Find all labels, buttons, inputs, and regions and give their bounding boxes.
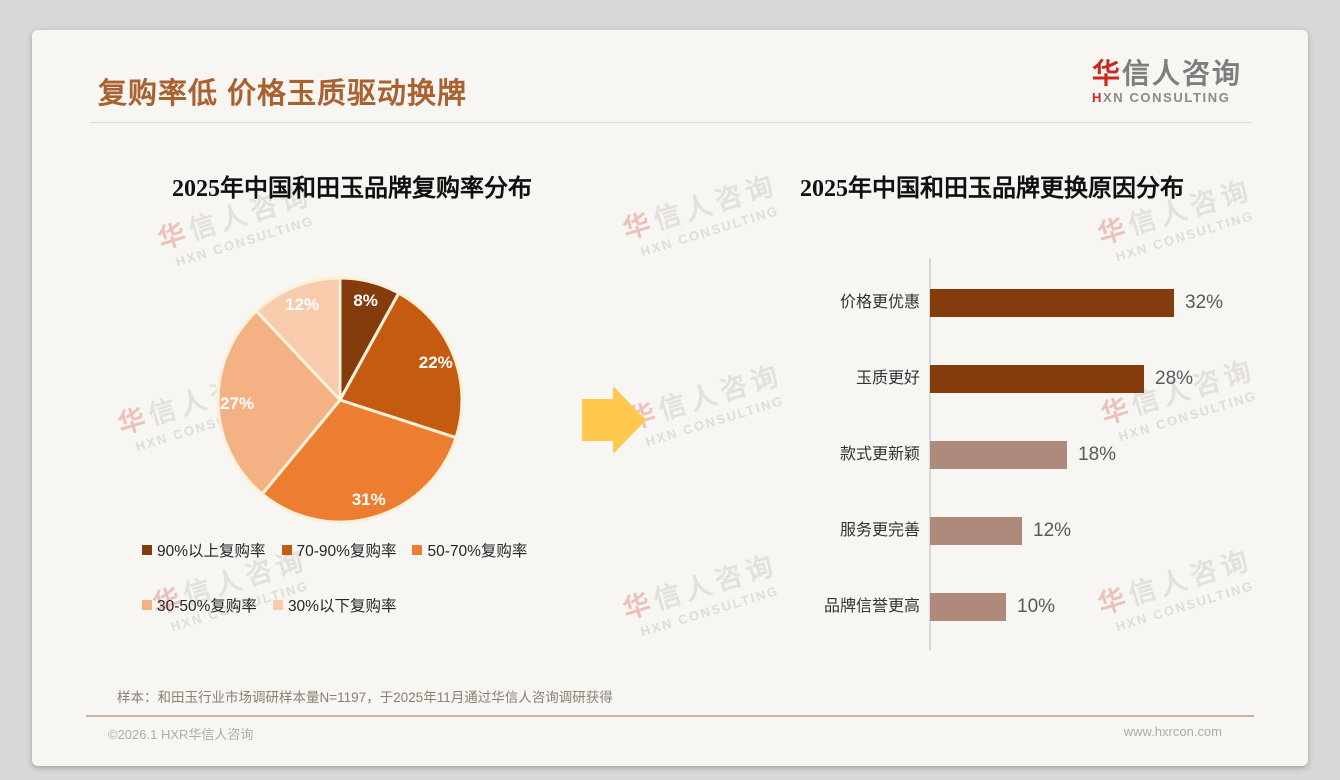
logo-rest-chars: 信人咨询 [1121, 58, 1242, 89]
pie-data-label: 12% [285, 295, 319, 314]
pie-slice [254, 276, 342, 402]
bar-category-label: 品牌信誉更高 [823, 598, 920, 615]
bar-value-label: 10% [1017, 596, 1056, 617]
bar-rect [930, 365, 1144, 393]
bar-rect [930, 441, 1067, 469]
bar-category-label: 玉质更好 [855, 370, 920, 387]
bar-value-label: 12% [1033, 520, 1072, 541]
legend-item: 90%以上复购率 [142, 539, 266, 561]
bar-chart: 价格更优惠 32% 玉质更好 28% 款式更新颖 18% 服务更完善 12% 品牌信誉更高 10% [722, 30, 1282, 730]
logo-accent-char: 华 [1091, 58, 1122, 89]
legend-item: 30%以下复购率 [272, 594, 397, 616]
legend-label: 30-50%复购率 [157, 598, 257, 615]
legend-swatch [272, 600, 283, 610]
company-logo: 华信人咨询 HXN CONSULTING [1092, 58, 1242, 105]
bar-category-label: 款式更新颖 [839, 446, 920, 463]
sample-footnote: 样本：和田玉行业市场调研样本量N=1197，于2025年11月通过华信人咨询调研… [117, 690, 613, 705]
bar-rect [930, 517, 1022, 545]
bar-rect [930, 289, 1174, 317]
right-arrow-icon [582, 386, 646, 454]
bar-value-label: 28% [1155, 368, 1194, 389]
bar-row: 款式更新颖 18% [722, 440, 1282, 470]
pie-slice [338, 291, 464, 440]
legend-row: 90%以上复购率 70-90%复购率 50-70%复购率 [142, 539, 632, 561]
legend-label: 70-90%复购率 [296, 543, 397, 560]
bar-row: 价格更优惠 32% [722, 288, 1282, 318]
legend-row: 30-50%复购率 30%以下复购率 [142, 594, 632, 616]
slide-card: 华信人咨询 HXN CONSULTING 华信人咨询 HXN CONSULTING 华信… [32, 30, 1308, 766]
legend-item: 50-70%复购率 [412, 539, 527, 561]
pie-slice [260, 398, 458, 524]
pie-chart-title: 2025年中国和田玉品牌复购率分布 [172, 176, 532, 202]
footer-website: www.hxrcon.com [1123, 724, 1222, 739]
legend-label: 30%以下复购率 [287, 598, 397, 615]
pie-data-label: 8% [353, 291, 378, 310]
bar-chart-title: 2025年中国和田玉品牌更换原因分布 [800, 176, 1184, 202]
legend-swatch [142, 600, 152, 610]
footer-copyright: ©2026.1 HXR华信人咨询 [108, 727, 254, 742]
page-title: 复购率低 价格玉质驱动换牌 [98, 78, 468, 110]
bar-row: 服务更完善 12% [722, 516, 1282, 546]
legend-label: 50-70%复购率 [427, 543, 528, 560]
logo-chinese: 华信人咨询 [1092, 58, 1242, 90]
legend-label: 90%以上复购率 [157, 543, 266, 560]
pie-slice [216, 309, 342, 496]
legend-item: 70-90%复购率 [281, 539, 397, 561]
bar-value-label: 18% [1078, 444, 1117, 465]
legend-swatch [142, 545, 152, 555]
header-divider [90, 122, 1252, 123]
bar-value-label: 32% [1185, 292, 1224, 313]
footer-divider [86, 715, 1254, 717]
pie-data-label: 27% [220, 394, 254, 413]
bar-rect [930, 593, 1006, 621]
logo-english: HXN CONSULTING [1092, 90, 1242, 105]
legend-item: 30-50%复购率 [142, 594, 257, 616]
bar-row: 品牌信誉更高 10% [722, 592, 1282, 622]
legend-swatch [281, 545, 292, 555]
pie-data-label: 31% [352, 490, 386, 509]
logo-en-rest: XN CONSULTING [1102, 90, 1231, 105]
logo-en-accent: H [1091, 90, 1103, 105]
pie-chart: 8% 22% 31% 27% 12% [216, 276, 464, 524]
bar-category-label: 价格更优惠 [839, 294, 920, 311]
bar-row: 玉质更好 28% [722, 364, 1282, 394]
bar-category-label: 服务更完善 [839, 522, 920, 539]
legend-swatch [412, 545, 423, 555]
pie-data-label: 22% [419, 353, 453, 372]
pie-legend: 90%以上复购率 70-90%复购率 50-70%复购率 30-50%复购率 30%以… [142, 539, 632, 649]
